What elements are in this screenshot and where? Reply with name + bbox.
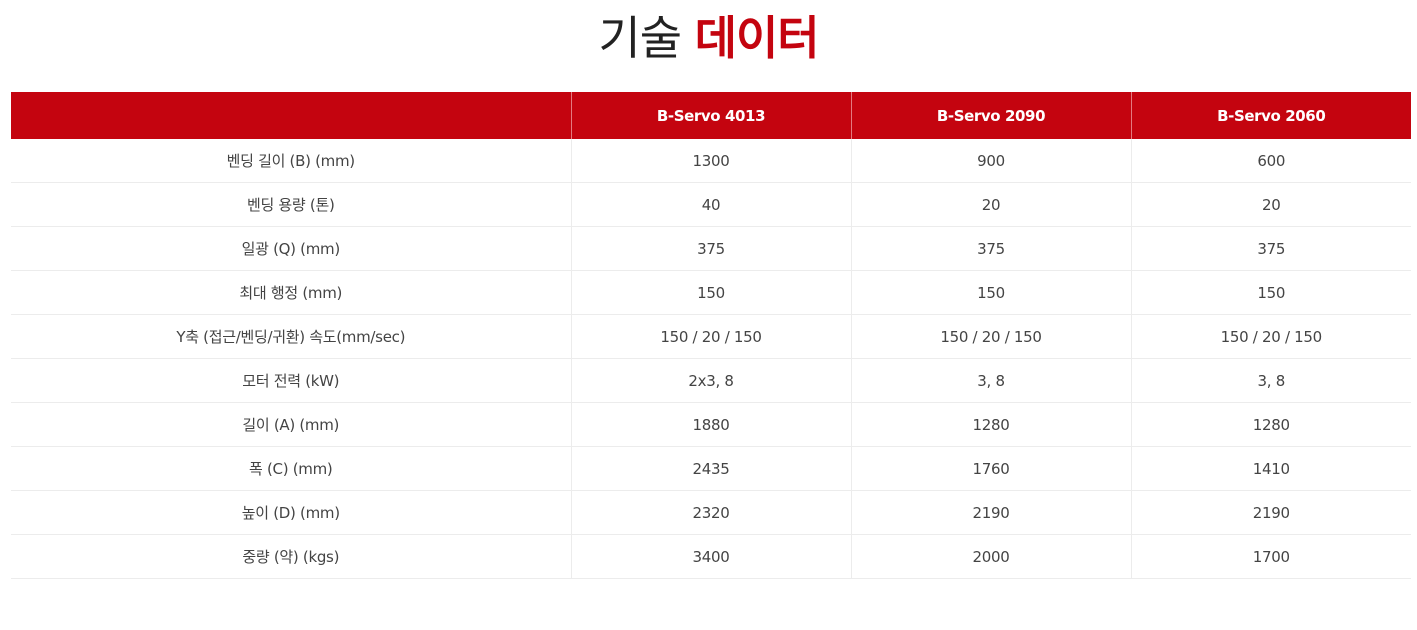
page-title-part2: 데이터 [694, 11, 820, 65]
table-cell: 20 [850, 182, 1131, 227]
table-cell: 150 / 20 / 150 [850, 314, 1131, 359]
table-cell: 150 [850, 270, 1131, 315]
table-cell: 2190 [850, 490, 1131, 535]
table-cell: 150 / 20 / 150 [1130, 314, 1411, 359]
header-cell-model-4013: B-Servo 4013 [570, 92, 851, 139]
table-cell: 1300 [570, 139, 851, 183]
spec-table-body: 벤딩 길이 (B) (mm) 1300 900 600 벤딩 용량 (톤) 40… [11, 139, 1411, 579]
table-cell: 20 [1130, 182, 1411, 227]
header-cell-model-2060: B-Servo 2060 [1130, 92, 1411, 139]
table-row: 벤딩 용량 (톤) 40 20 20 [11, 182, 1411, 227]
table-cell: 150 / 20 / 150 [570, 314, 851, 359]
table-row: 중량 (약) (kgs) 3400 2000 1700 [11, 534, 1411, 579]
table-row: 최대 행정 (mm) 150 150 150 [11, 270, 1411, 315]
table-cell: 1410 [1130, 446, 1411, 491]
table-cell: 3, 8 [850, 358, 1131, 403]
row-label: 모터 전력 (kW) [11, 358, 571, 403]
header-row: B-Servo 4013 B-Servo 2090 B-Servo 2060 [11, 92, 1411, 139]
table-cell: 1880 [570, 402, 851, 447]
spec-table: B-Servo 4013 B-Servo 2090 B-Servo 2060 벤… [11, 92, 1411, 579]
table-cell: 375 [850, 226, 1131, 271]
row-label: 벤딩 길이 (B) (mm) [11, 139, 571, 183]
table-cell: 900 [850, 139, 1131, 183]
header-cell-label [11, 92, 571, 139]
header-cell-model-2090: B-Servo 2090 [850, 92, 1131, 139]
table-cell: 2000 [850, 534, 1131, 579]
table-row: 벤딩 길이 (B) (mm) 1300 900 600 [11, 139, 1411, 183]
row-label: 벤딩 용량 (톤) [11, 182, 571, 227]
table-row: Y축 (접근/벤딩/귀환) 속도(mm/sec) 150 / 20 / 150 … [11, 314, 1411, 359]
table-row: 폭 (C) (mm) 2435 1760 1410 [11, 446, 1411, 491]
spec-table-header: B-Servo 4013 B-Servo 2090 B-Servo 2060 [11, 92, 1411, 139]
row-label: 중량 (약) (kgs) [11, 534, 571, 579]
table-row: 길이 (A) (mm) 1880 1280 1280 [11, 402, 1411, 447]
table-cell: 2190 [1130, 490, 1411, 535]
row-label: 최대 행정 (mm) [11, 270, 571, 315]
table-cell: 1700 [1130, 534, 1411, 579]
row-label: 길이 (A) (mm) [11, 402, 571, 447]
table-cell: 2320 [570, 490, 851, 535]
table-cell: 600 [1130, 139, 1411, 183]
table-cell: 3400 [570, 534, 851, 579]
row-label: 높이 (D) (mm) [11, 490, 571, 535]
table-cell: 1280 [850, 402, 1131, 447]
table-cell: 150 [570, 270, 851, 315]
table-cell: 2435 [570, 446, 851, 491]
page-title-part1: 기술 [598, 11, 682, 65]
table-cell: 1280 [1130, 402, 1411, 447]
row-label: 일광 (Q) (mm) [11, 226, 571, 271]
row-label: Y축 (접근/벤딩/귀환) 속도(mm/sec) [11, 314, 571, 359]
table-row: 높이 (D) (mm) 2320 2190 2190 [11, 490, 1411, 535]
table-cell: 375 [570, 226, 851, 271]
table-cell: 3, 8 [1130, 358, 1411, 403]
table-cell: 375 [1130, 226, 1411, 271]
table-row: 일광 (Q) (mm) 375 375 375 [11, 226, 1411, 271]
row-label: 폭 (C) (mm) [11, 446, 571, 491]
table-cell: 40 [570, 182, 851, 227]
table-cell: 2x3, 8 [570, 358, 851, 403]
page-title: 기술 데이터 [0, 8, 1417, 68]
table-cell: 150 [1130, 270, 1411, 315]
table-row: 모터 전력 (kW) 2x3, 8 3, 8 3, 8 [11, 358, 1411, 403]
table-cell: 1760 [850, 446, 1131, 491]
